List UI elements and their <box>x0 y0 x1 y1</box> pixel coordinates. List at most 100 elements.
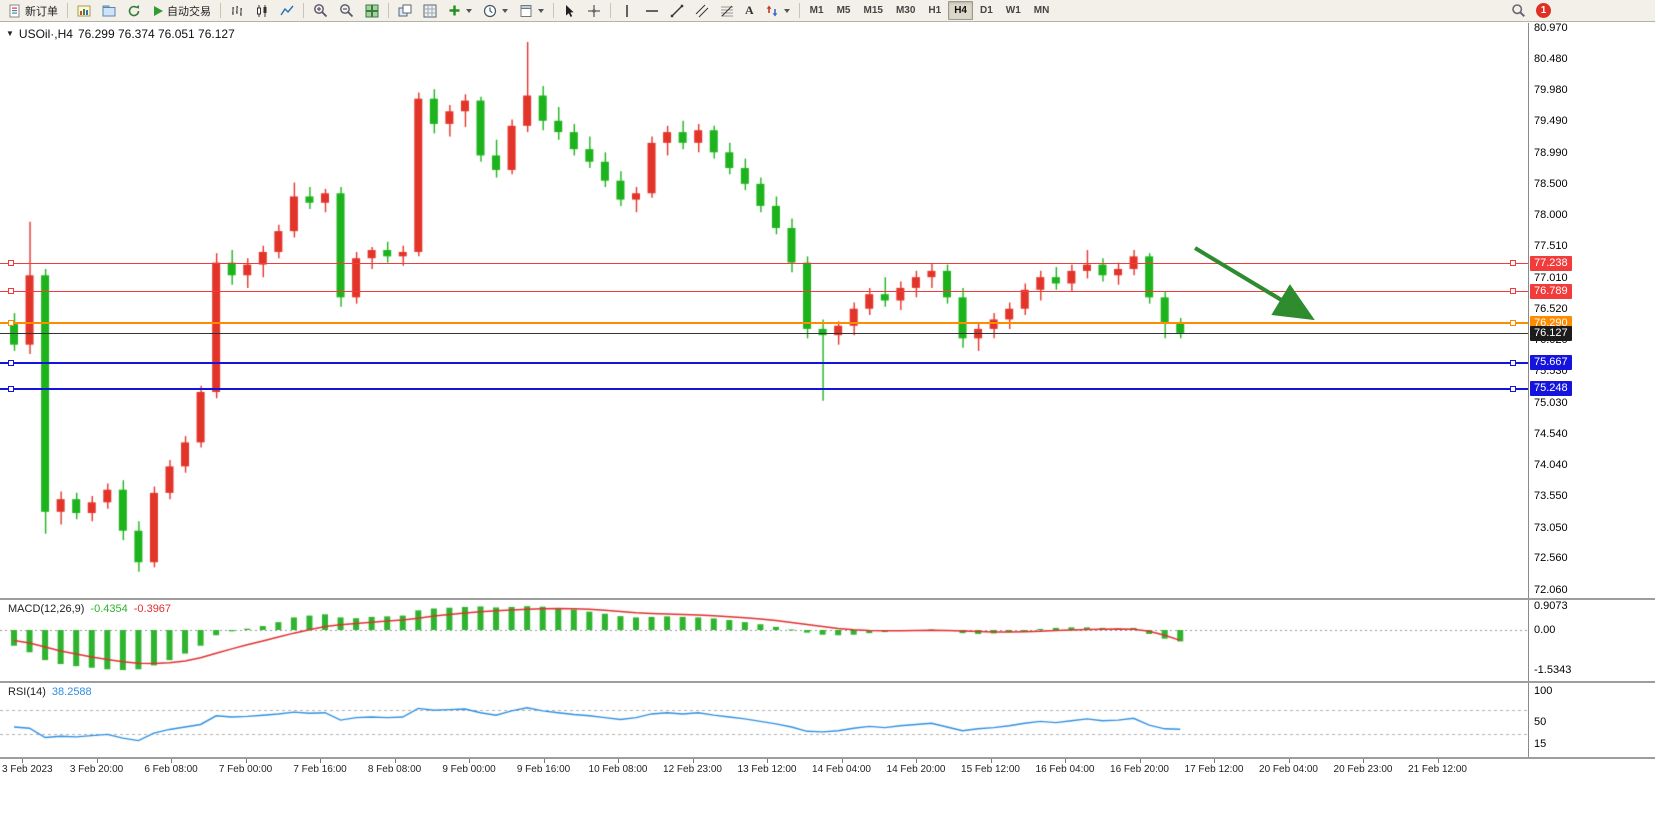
new-chart-button[interactable] <box>72 0 96 22</box>
macd-name: MACD(12,26,9) <box>8 603 85 615</box>
price-tick-label: 74.540 <box>1534 427 1568 440</box>
toolbar-separator <box>610 3 611 18</box>
vertical-line-button[interactable] <box>615 0 639 22</box>
timeframe-m5-button[interactable]: M5 <box>836 5 851 16</box>
zoom-in-button[interactable] <box>308 0 333 22</box>
text-tool-button[interactable]: A <box>745 3 754 17</box>
new-order-button[interactable]: 新订单 <box>3 0 63 22</box>
chevron-down-icon <box>783 8 790 13</box>
macd-canvas[interactable] <box>0 600 1528 681</box>
price-tick-label: 78.500 <box>1534 177 1568 190</box>
time-tick-label: 16 Feb 20:00 <box>1110 764 1169 775</box>
timeframe-h1-button[interactable]: H1 <box>928 5 942 16</box>
timeframe-mn-button[interactable]: MN <box>1033 5 1050 16</box>
current-price-badge: 76.127 <box>1530 325 1572 341</box>
rsi-label: RSI(14) 38.2588 <box>8 686 92 698</box>
timeframe-m1-button[interactable]: M1 <box>809 5 824 16</box>
chart-grid-button[interactable] <box>418 0 442 22</box>
period-icon <box>483 4 497 18</box>
time-tick <box>1363 759 1364 763</box>
price-tick-label: 72.560 <box>1534 552 1568 565</box>
timeframe-h4-button[interactable]: H4 <box>948 1 973 20</box>
zoom-out-button[interactable] <box>334 0 359 22</box>
horizontal-line-button[interactable] <box>640 0 664 22</box>
price-tick-label: 80.970 <box>1534 22 1568 35</box>
bar-chart-icon <box>230 4 244 18</box>
rsi-tick-label: 15 <box>1534 737 1547 750</box>
toolbar-button-label: 新订单 <box>25 5 58 18</box>
price-tick-label: 79.490 <box>1534 115 1568 128</box>
toolbar: 新订单 自动交易 A M1 M5 M15 M30 H1 H4 D1 W1 MN 1 <box>0 0 1655 22</box>
panel-separator[interactable] <box>0 757 1655 759</box>
price-tick-label: 75.030 <box>1534 396 1568 409</box>
autotrading-button[interactable]: 自动交易 <box>147 0 216 22</box>
macd-axis[interactable]: 0.9073 0.00 -1.5343 <box>1529 600 1655 681</box>
toolbar-separator <box>388 3 389 18</box>
time-tick <box>692 759 694 763</box>
equidistant-channel-icon <box>695 4 709 18</box>
autotrading-icon <box>152 5 164 17</box>
arrows-tool-button[interactable] <box>760 0 795 22</box>
timeframe-w1-button[interactable]: W1 <box>1005 5 1021 16</box>
time-tick <box>990 759 992 763</box>
time-tick <box>618 759 619 763</box>
toolbar-separator <box>67 3 68 18</box>
tile-windows-button[interactable] <box>360 0 384 22</box>
rsi-axis[interactable]: 100 50 15 <box>1529 683 1655 757</box>
rsi-canvas[interactable] <box>0 683 1528 757</box>
time-tick <box>245 759 247 763</box>
templates-icon <box>519 4 533 18</box>
profiles-button[interactable] <box>97 0 121 22</box>
equidistant-channel-button[interactable] <box>690 0 714 22</box>
notifications-badge[interactable]: 1 <box>1536 3 1551 18</box>
cursor-button[interactable] <box>558 0 581 22</box>
period-button[interactable] <box>478 0 513 22</box>
time-tick <box>1214 759 1215 763</box>
time-tick-label: 17 Feb 12:00 <box>1184 764 1244 775</box>
axis-border <box>1528 23 1529 759</box>
arrows-tool-icon <box>765 4 779 18</box>
macd-label: MACD(12,26,9) -0.4354 -0.3967 <box>8 603 171 615</box>
panel-separator[interactable] <box>0 681 1655 683</box>
price-tick-label: 77.510 <box>1534 240 1568 253</box>
level-badge: 75.667 <box>1530 355 1572 370</box>
macd-main-value: -0.4354 <box>90 603 128 615</box>
one-click-trading-toggle[interactable]: ▼ <box>6 29 14 38</box>
time-tick <box>1288 759 1290 763</box>
time-axis[interactable]: 3 Feb 2023 3 Feb 20:00 6 Feb 08:00 7 Feb 00… <box>0 759 1655 781</box>
line-chart-button[interactable] <box>275 0 299 22</box>
candlestick-chart-button[interactable] <box>250 0 274 22</box>
templates-button[interactable] <box>514 0 549 22</box>
bar-chart-button[interactable] <box>225 0 249 22</box>
symbol-period-label: USOil·,H4 <box>18 27 73 41</box>
timeframe-m30-button[interactable]: M30 <box>895 5 916 16</box>
panel-separator[interactable] <box>0 598 1655 600</box>
add-indicator-button[interactable] <box>443 0 477 22</box>
zoom-in-icon <box>313 3 328 18</box>
rsi-name: RSI(14) <box>8 686 46 698</box>
time-tick <box>320 759 321 763</box>
fibonacci-button[interactable] <box>715 0 739 22</box>
search-button[interactable] <box>1506 0 1531 22</box>
time-tick-label: 13 Feb 12:00 <box>737 764 797 775</box>
timeframe-d1-button[interactable]: D1 <box>979 5 993 16</box>
chevron-down-icon <box>502 8 508 13</box>
crosshair-button[interactable] <box>582 0 606 22</box>
price-tick-label: 72.060 <box>1534 583 1568 596</box>
auto-arrange-icon <box>398 4 412 18</box>
zoom-out-icon <box>339 3 354 18</box>
trendline-button[interactable] <box>665 0 689 22</box>
timeframe-m15-button[interactable]: M15 <box>863 5 883 16</box>
time-tick-label: 14 Feb 20:00 <box>886 764 946 775</box>
price-axis[interactable]: 80.970 80.480 79.980 79.490 78.990 78.500 78.0… <box>1529 22 1655 598</box>
refresh-button[interactable] <box>122 0 146 22</box>
time-tick <box>1437 759 1439 763</box>
macd-tick-label: 0.00 <box>1534 624 1556 636</box>
price-tick-label: 79.980 <box>1534 84 1568 97</box>
price-chart-canvas[interactable] <box>0 23 1528 598</box>
time-tick-label: 7 Feb 00:00 <box>218 764 273 775</box>
vertical-line-icon <box>620 4 634 18</box>
auto-arrange-button[interactable] <box>393 0 417 22</box>
new-chart-icon <box>77 4 91 18</box>
price-tick-label: 73.550 <box>1534 490 1568 503</box>
